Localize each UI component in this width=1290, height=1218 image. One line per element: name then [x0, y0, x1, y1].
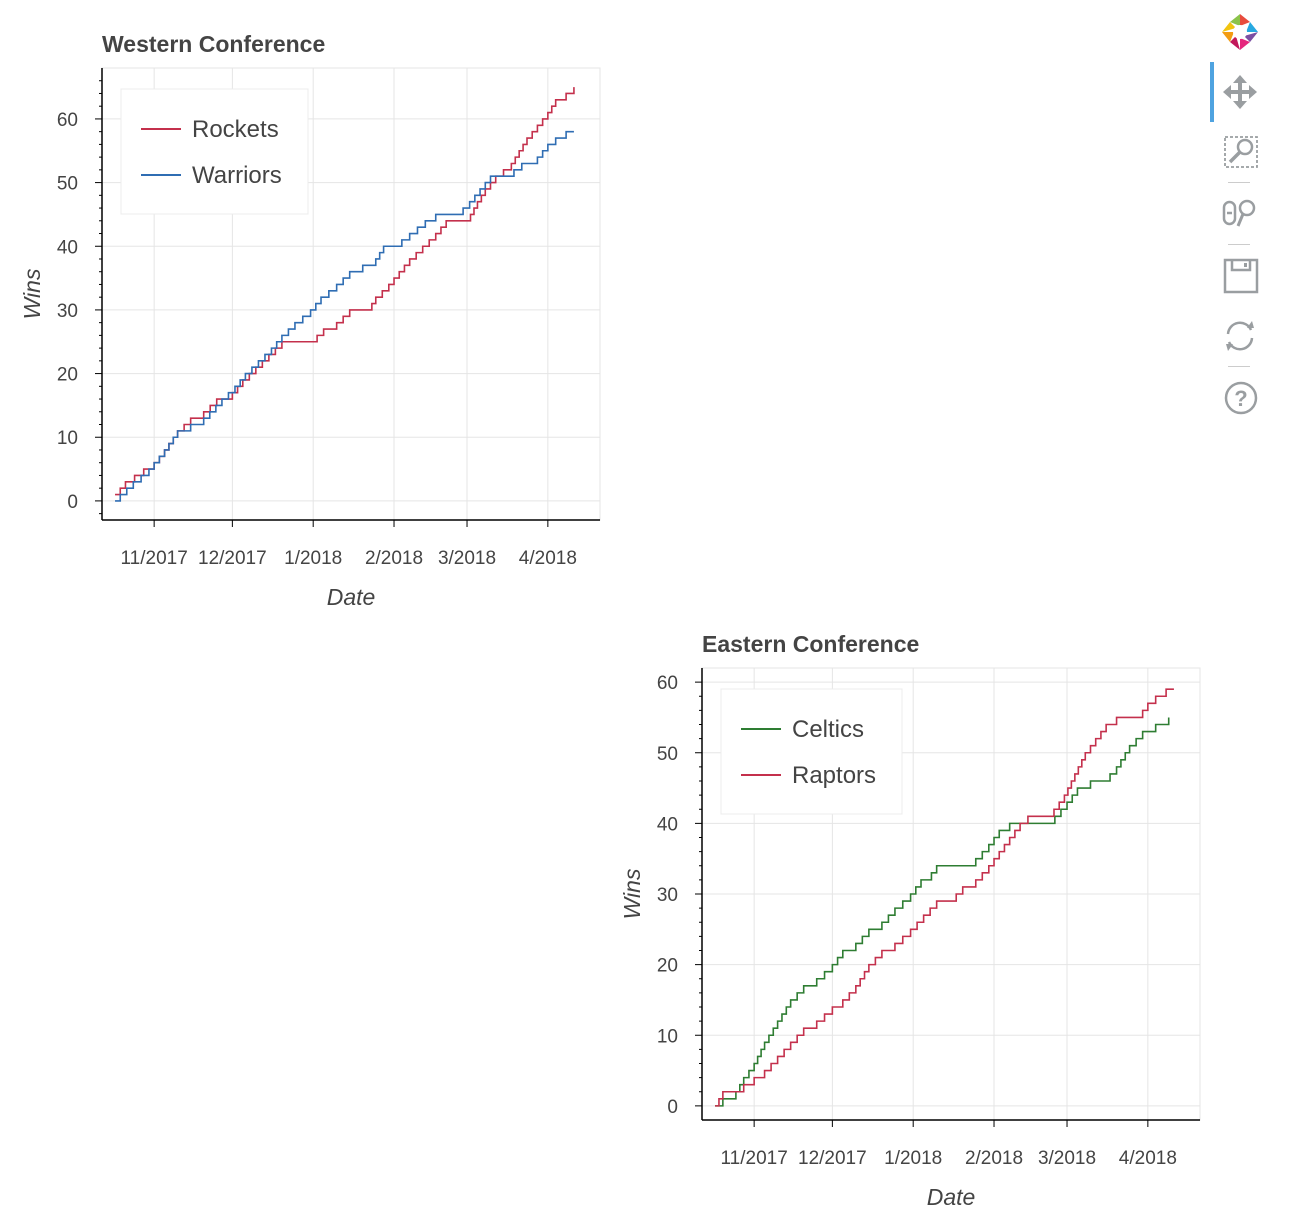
y-tick-label: 40 — [657, 814, 678, 835]
x-tick-label: 11/2017 — [121, 548, 188, 569]
y-tick-label: 20 — [657, 956, 678, 977]
chart-title: Eastern Conference — [702, 631, 919, 657]
x-tick-label: 12/2017 — [198, 548, 267, 569]
x-tick-label: 3/2018 — [438, 548, 496, 569]
legend-label: Raptors — [792, 762, 876, 789]
save-icon — [1223, 258, 1259, 294]
bokeh-logo-icon — [1222, 14, 1258, 50]
y-tick-label: 30 — [657, 885, 678, 906]
x-tick-label: 1/2018 — [284, 548, 342, 569]
svg-text:?: ? — [1234, 386, 1247, 411]
x-tick-label: 2/2018 — [965, 1148, 1023, 1169]
series-line-celtics — [715, 717, 1170, 1107]
help-tool-button[interactable]: ? — [1220, 378, 1260, 418]
toolbar-divider — [1228, 182, 1250, 183]
chart-title: Western Conference — [102, 31, 325, 57]
y-tick-label: 0 — [67, 492, 78, 513]
x-tick-label: 11/2017 — [721, 1148, 788, 1169]
pan-tool-button[interactable] — [1220, 72, 1260, 112]
y-tick-label: 50 — [657, 744, 678, 765]
help-icon: ? — [1224, 381, 1258, 415]
legend-box — [720, 688, 903, 815]
x-tick-label: 3/2018 — [1038, 1148, 1096, 1169]
reset-icon — [1226, 321, 1254, 351]
x-tick-label: 4/2018 — [519, 548, 577, 569]
series-line-rockets — [115, 87, 575, 496]
y-tick-label: 60 — [657, 673, 678, 694]
series-line-warriors — [115, 130, 574, 502]
active-tool-indicator — [1210, 62, 1214, 122]
y-axis-label: Wins — [19, 268, 45, 319]
y-tick-label: 50 — [57, 174, 78, 195]
legend-label: Celtics — [792, 716, 864, 743]
box-zoom-tool-button[interactable] — [1220, 132, 1260, 172]
save-tool-button[interactable] — [1220, 256, 1260, 296]
series-line-raptors — [715, 688, 1174, 1107]
y-tick-label: 30 — [57, 301, 78, 322]
y-tick-label: 10 — [57, 428, 78, 449]
legend: Celtics Raptors — [720, 688, 903, 815]
legend-box — [120, 88, 309, 215]
reset-tool-button[interactable] — [1220, 316, 1260, 356]
western-conference-plot: 11/2017 12/2017 1/2018 2/2018 3/2018 4/2018 0 1… — [19, 31, 601, 610]
x-tick-label: 4/2018 — [1119, 1148, 1177, 1169]
x-axis-label: Date — [927, 1184, 976, 1210]
toolbar-divider — [1228, 244, 1250, 245]
x-axis-label: Date — [327, 584, 376, 610]
eastern-conference-plot: 11/2017 12/2017 1/2018 2/2018 3/2018 4/2018 0 1… — [619, 631, 1201, 1210]
x-tick-label: 2/2018 — [365, 548, 423, 569]
box-zoom-icon — [1224, 136, 1258, 168]
legend: Rockets Warriors — [120, 88, 309, 215]
toolbar-divider — [1228, 366, 1250, 367]
wheel-zoom-tool-button[interactable] — [1220, 194, 1260, 234]
y-tick-label: 0 — [667, 1097, 678, 1118]
y-tick-label: 60 — [57, 110, 78, 131]
y-tick-label: 10 — [657, 1026, 678, 1047]
wheel-zoom-icon — [1222, 199, 1256, 227]
y-tick-label: 40 — [57, 237, 78, 258]
y-axis-label: Wins — [619, 868, 645, 919]
legend-label: Warriors — [192, 162, 282, 189]
legend-label: Rockets — [192, 116, 279, 143]
x-tick-label: 1/2018 — [884, 1148, 942, 1169]
y-tick-label: 20 — [57, 365, 78, 386]
pan-icon — [1223, 75, 1257, 109]
x-tick-label: 12/2017 — [798, 1148, 867, 1169]
